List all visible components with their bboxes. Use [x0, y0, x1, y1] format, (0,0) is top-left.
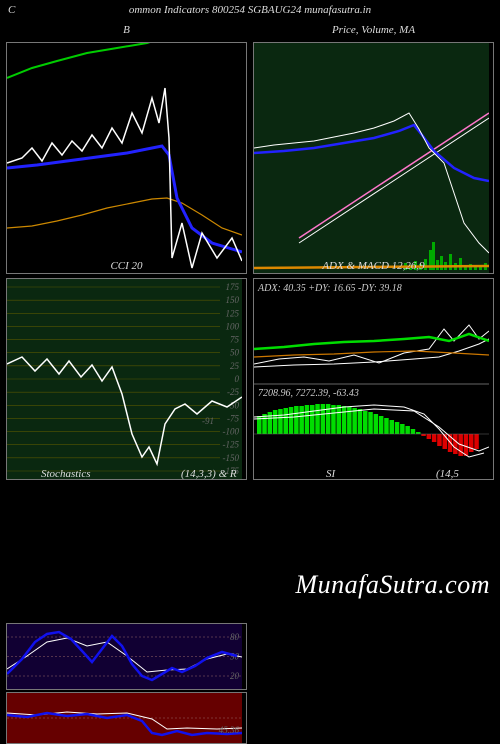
stoch-title-row: Stochastics (14,3,3) & R SI (14,5 — [6, 468, 494, 484]
svg-text:150: 150 — [226, 295, 240, 305]
svg-text:25: 25 — [230, 361, 240, 371]
svg-text:-75: -75 — [227, 413, 239, 423]
svg-text:175: 175 — [226, 282, 240, 292]
svg-text:45.36: 45.36 — [219, 725, 240, 735]
svg-text:50: 50 — [230, 348, 240, 358]
svg-text:100: 100 — [226, 321, 240, 331]
svg-text:-25: -25 — [227, 387, 239, 397]
panel-c-title: CCI 20 — [6, 260, 247, 272]
panel-price-volume: Price, Volume, MA — [253, 42, 494, 250]
svg-text:80: 80 — [230, 632, 240, 642]
watermark-text: MunafaSutra.com — [295, 570, 490, 600]
svg-text:-150: -150 — [223, 453, 240, 463]
svg-text:ADX: 40.35 +DY: 16.65 -DY: 39.: ADX: 40.35 +DY: 16.65 -DY: 39.18 — [257, 283, 402, 294]
svg-text:75: 75 — [230, 335, 240, 345]
svg-text:-91: -91 — [202, 416, 214, 426]
panel-b-title: Price, Volume, MA — [253, 24, 494, 36]
svg-text:20: 20 — [230, 671, 240, 681]
header-center: ommon Indicators 800254 SGBAUG24 munafas… — [129, 4, 371, 16]
panel-bollinger: B — [6, 42, 247, 250]
panel-adx-macd: ADX & MACD 12,26,9 ADX: 40.35 +DY: 16.65… — [253, 278, 494, 456]
svg-text:7208.96, 7272.39, -63.43: 7208.96, 7272.39, -63.43 — [258, 388, 359, 399]
svg-text:125: 125 — [226, 308, 240, 318]
panel-cci: CCI 20 -175-150-125-100-75-50-2502550751… — [6, 278, 247, 456]
panel-d-title: ADX & MACD 12,26,9 — [253, 260, 494, 272]
panel-a-title: B — [6, 24, 247, 36]
header-left: C — [8, 4, 15, 16]
svg-text:-100: -100 — [223, 427, 240, 437]
svg-text:-125: -125 — [223, 440, 240, 450]
panel-stochastics: 205080 45.36 — [6, 623, 247, 744]
svg-text:0: 0 — [235, 374, 240, 384]
